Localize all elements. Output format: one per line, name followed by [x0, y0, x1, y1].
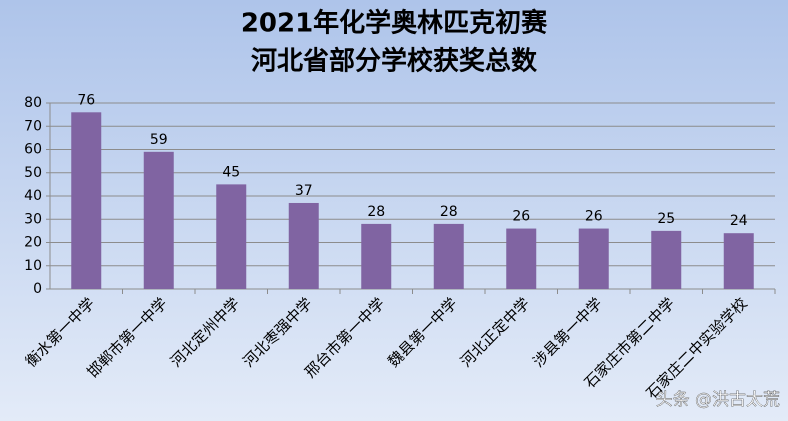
chart-title: 2021年化学奥林匹克初赛	[241, 8, 548, 39]
data-label: 59	[150, 132, 168, 148]
bar	[651, 230, 682, 289]
data-label: 28	[440, 204, 458, 220]
bar	[143, 151, 174, 289]
bar	[433, 223, 464, 289]
data-label: 26	[585, 209, 603, 225]
data-label: 24	[730, 213, 748, 229]
y-tick-label: 20	[24, 235, 42, 251]
data-label: 45	[222, 164, 240, 180]
data-label: 28	[367, 204, 385, 220]
y-tick-label: 10	[24, 258, 42, 274]
y-tick-label: 0	[33, 281, 42, 297]
bar	[288, 202, 319, 289]
bar	[361, 223, 392, 289]
y-tick-label: 70	[24, 118, 42, 134]
bar	[723, 233, 754, 289]
y-tick-label: 60	[24, 142, 42, 158]
data-label: 26	[512, 209, 530, 225]
watermark: 头条 @洪古太荒	[656, 390, 780, 410]
y-tick-label: 40	[24, 188, 42, 204]
data-label: 25	[657, 211, 675, 227]
bar	[216, 184, 247, 289]
y-tick-label: 30	[24, 211, 42, 227]
chart-title: 河北省部分学校获奖总数	[251, 46, 538, 77]
bar	[71, 112, 102, 289]
data-label: 76	[77, 92, 95, 108]
y-tick-label: 80	[24, 95, 42, 111]
y-tick-label: 50	[24, 165, 42, 181]
data-label: 37	[295, 183, 313, 199]
bar	[578, 228, 609, 289]
bar	[506, 228, 537, 289]
